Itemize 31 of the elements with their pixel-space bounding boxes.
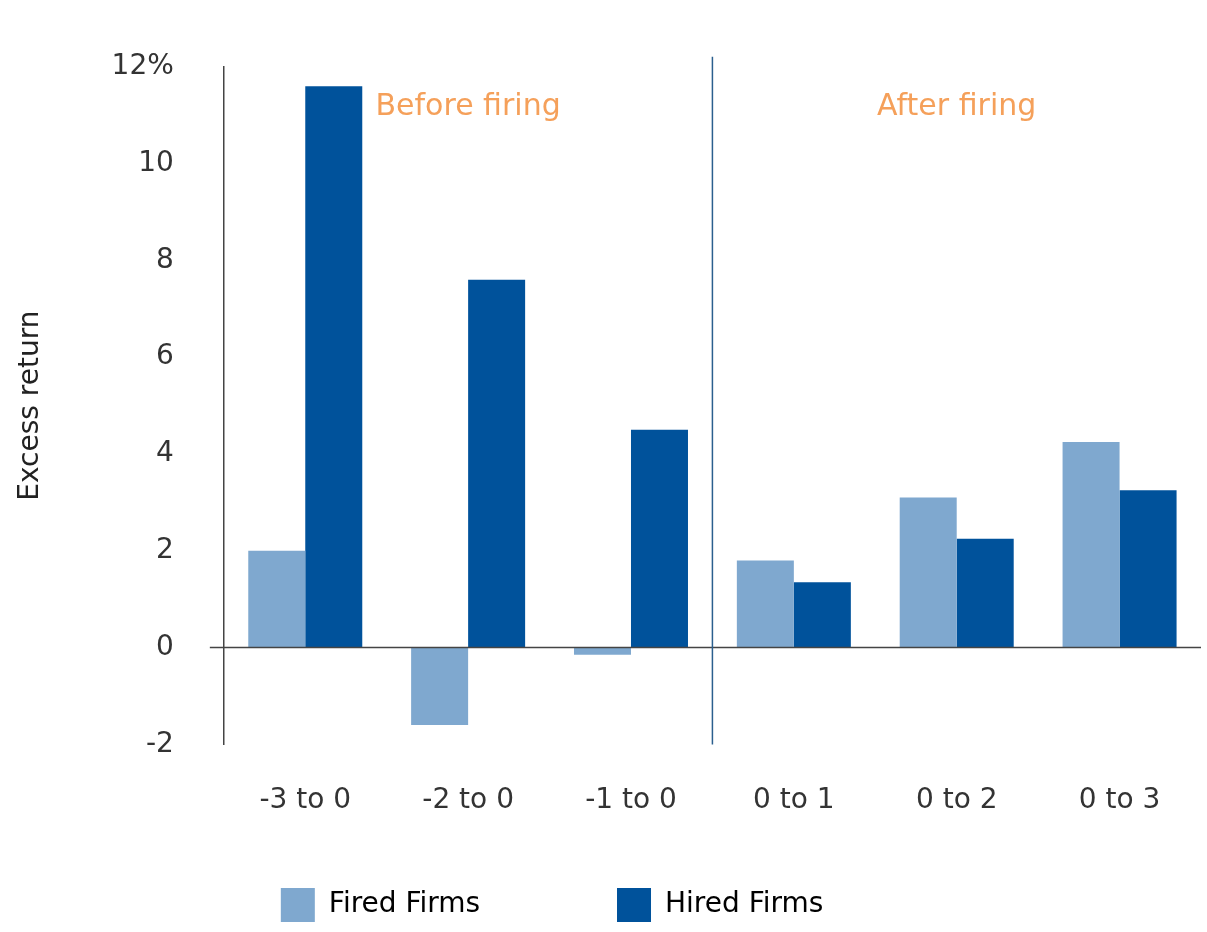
- bar: [1062, 441, 1120, 648]
- bar: [411, 647, 469, 726]
- bar: [573, 647, 631, 655]
- legend-label: Hired Firms: [665, 886, 931, 920]
- bar: [899, 497, 957, 648]
- y-tick-label: 0: [156, 628, 174, 662]
- bar: [630, 429, 688, 648]
- y-tick-label: 8: [156, 241, 174, 275]
- x-tick-label: 0 to 2: [915, 782, 998, 816]
- y-tick-label: -2: [145, 725, 174, 759]
- bar: [248, 550, 306, 648]
- bar: [736, 560, 794, 648]
- x-tick-label: 0 to 1: [753, 782, 835, 816]
- bar: [956, 538, 1014, 648]
- bar: [305, 86, 363, 648]
- x-tick-label: -3 to 0: [259, 782, 352, 816]
- x-tick-label: -1 to 0: [585, 782, 677, 816]
- y-tick-label: 6: [156, 338, 174, 372]
- bar: [468, 279, 526, 648]
- y-tick-label: 10: [138, 144, 174, 178]
- annotation: After firing: [877, 86, 1037, 122]
- bar: [793, 582, 851, 648]
- x-tick-label: 0 to 3: [1078, 782, 1161, 816]
- annotation: Before firing: [375, 86, 561, 122]
- y-tick-label: 12%: [111, 48, 174, 82]
- bar: [1119, 490, 1177, 648]
- y-tick-label: 4: [156, 435, 174, 469]
- x-tick-label: -2 to 0: [422, 782, 514, 816]
- y-tick-label: 2: [156, 532, 174, 566]
- y-axis-title: Excess return: [12, 310, 46, 501]
- legend-label: Fired Firms: [328, 886, 588, 920]
